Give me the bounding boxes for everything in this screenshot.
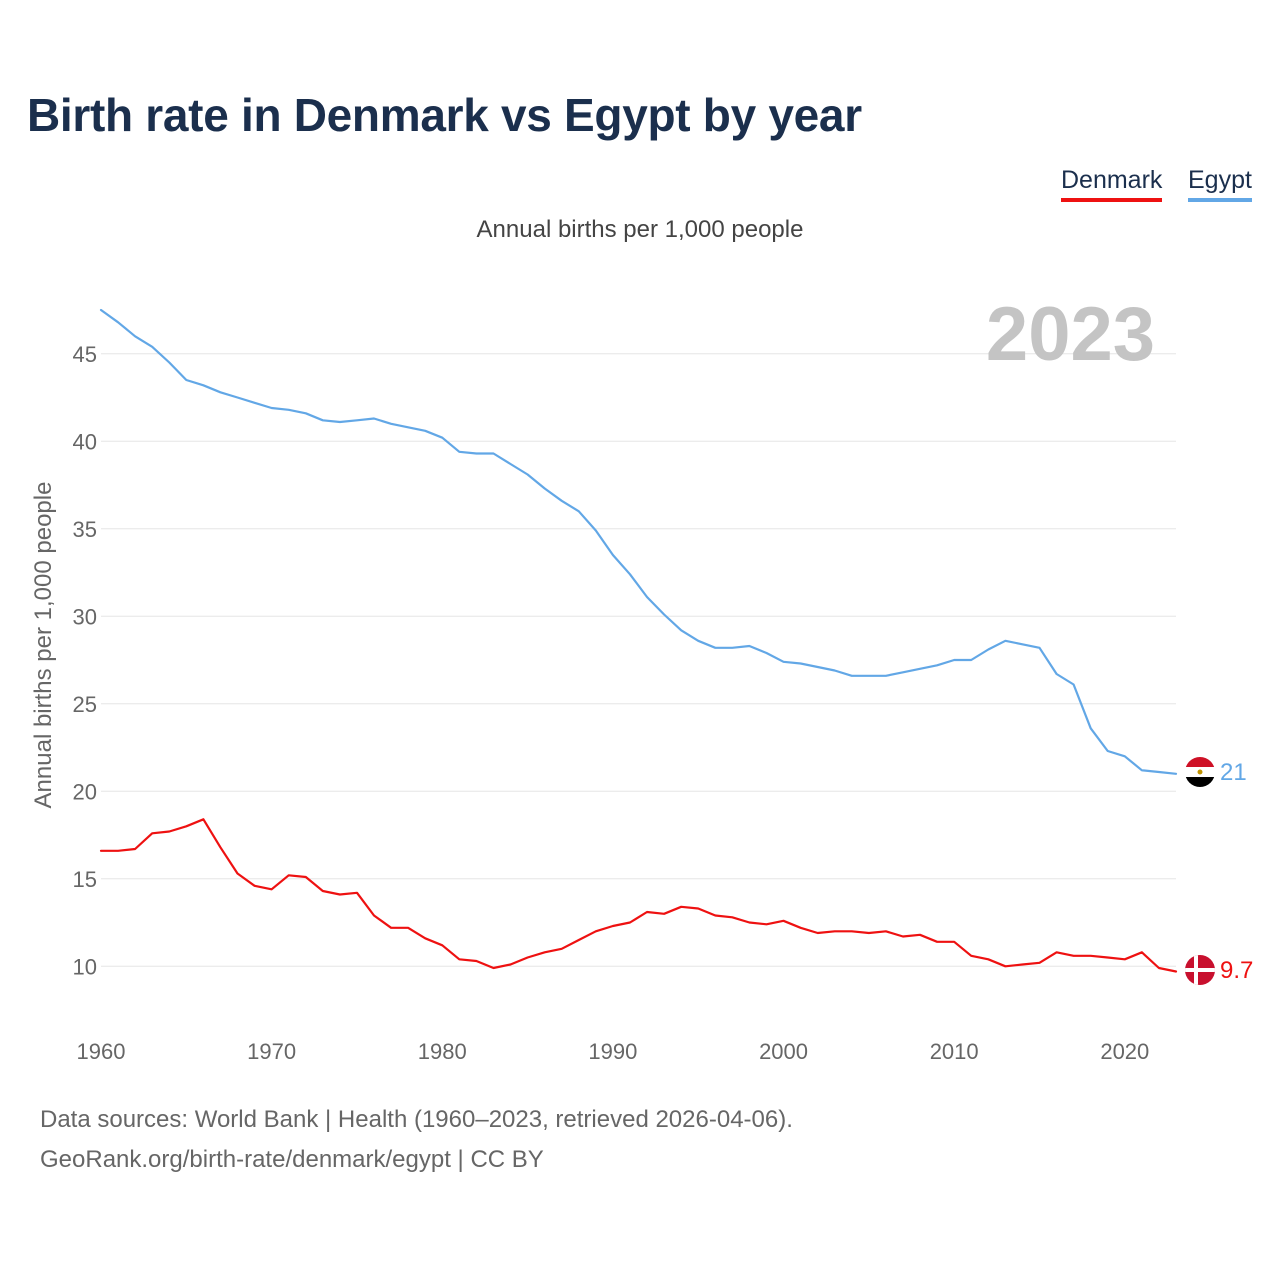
x-tick-label: 1960: [77, 1039, 126, 1064]
y-axis-ticks: 10 15 20 25 30 35 40 45: [73, 342, 97, 980]
series-line-egypt: [99, 308, 1178, 775]
x-tick-label: 2020: [1100, 1039, 1149, 1064]
y-tick-label: 20: [73, 779, 97, 804]
y-tick-label: 40: [73, 429, 97, 454]
denmark-flag-icon: [1185, 955, 1215, 985]
x-tick-label: 2000: [759, 1039, 808, 1064]
chart-title: Birth rate in Denmark vs Egypt by year: [27, 89, 862, 141]
legend-egypt[interactable]: Egypt: [1188, 166, 1252, 202]
y-tick-label: 35: [73, 517, 97, 542]
legend-denmark[interactable]: Denmark: [1061, 166, 1163, 202]
y-tick-label: 15: [73, 867, 97, 892]
footer-link[interactable]: GeoRank.org/birth-rate/denmark/egypt | C…: [40, 1146, 544, 1173]
year-watermark: 2023: [986, 292, 1155, 377]
chart-subtitle: Annual births per 1,000 people: [476, 216, 804, 243]
y-tick-label: 45: [73, 342, 97, 367]
grid-lines: [101, 353, 1176, 967]
x-tick-label: 1970: [247, 1039, 296, 1064]
egypt-flag-icon: [1185, 757, 1215, 787]
y-tick-label: 30: [73, 604, 97, 629]
end-label-denmark: 9.7: [1220, 957, 1253, 984]
x-tick-label: 1980: [418, 1039, 467, 1064]
y-tick-label: 10: [73, 954, 97, 979]
series-line-denmark: [99, 818, 1178, 973]
x-tick-label: 1990: [588, 1039, 637, 1064]
y-axis-label: Annual births per 1,000 people: [30, 482, 57, 809]
end-label-egypt: 21: [1220, 759, 1247, 786]
footer-sources: Data sources: World Bank | Health (1960–…: [40, 1106, 793, 1133]
x-axis-ticks: 1960 1970 1980 1990 2000 2010 2020: [77, 1039, 1150, 1064]
x-tick-label: 2010: [930, 1039, 979, 1064]
series-lines: [99, 308, 1178, 973]
y-tick-label: 25: [73, 692, 97, 717]
